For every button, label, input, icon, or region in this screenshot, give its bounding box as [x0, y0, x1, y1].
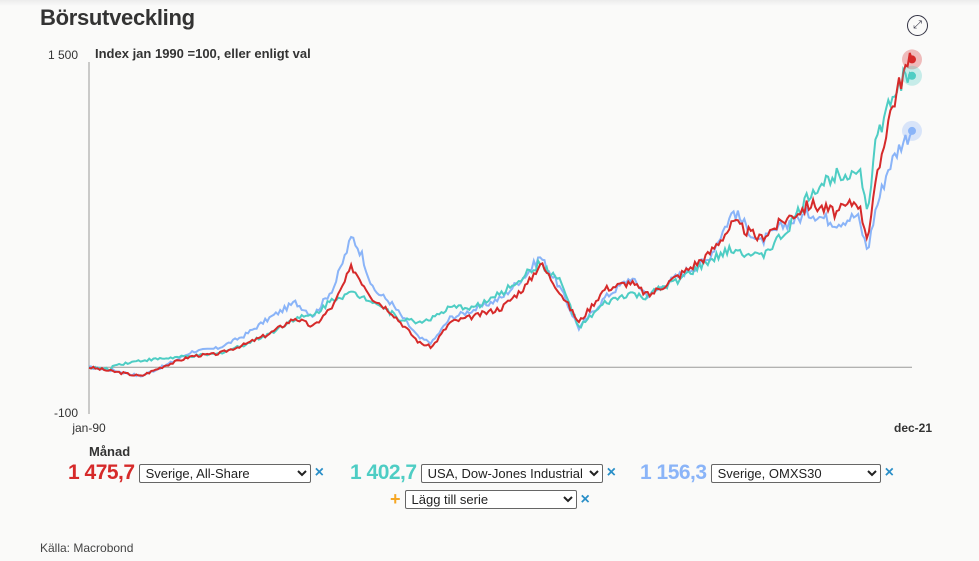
page-title: Börsutveckling	[40, 5, 195, 30]
series-line	[88, 130, 913, 378]
x-tick-label: dec-21	[894, 421, 932, 435]
last-point-marker[interactable]	[908, 55, 916, 64]
series-control-1: 1 475,7 Sverige, All-Share ×	[68, 461, 324, 485]
add-icon[interactable]: +	[390, 489, 401, 509]
series-line	[88, 65, 913, 372]
last-point-marker[interactable]	[908, 71, 916, 80]
series-select[interactable]: Sverige, OMXS30	[710, 463, 881, 483]
top-shadow	[0, 0, 979, 6]
remove-series-icon[interactable]: ×	[606, 464, 616, 481]
series-select[interactable]: USA, Dow-Jones Industrial	[420, 463, 603, 483]
series-value: 1 402,7	[350, 461, 417, 484]
x-axis-title: Månad	[89, 444, 131, 459]
y-tick-label: 1 500	[48, 48, 78, 62]
y-tick-label: -100	[54, 406, 78, 420]
line-chart: 1 500 -100 Index jan 1990 =100, eller en…	[48, 46, 932, 435]
remove-series-icon[interactable]: ×	[580, 490, 590, 508]
chart-subtitle: Index jan 1990 =100, eller enligt val	[95, 46, 311, 61]
series-line	[88, 52, 913, 377]
add-series-select[interactable]: Lägg till serie	[404, 490, 577, 509]
series-value: 1 156,3	[640, 461, 707, 484]
add-series-control: + Lägg till serie ×	[390, 489, 590, 510]
remove-series-icon[interactable]: ×	[884, 464, 894, 481]
x-tick-label: jan-90	[71, 421, 106, 435]
series-control-2: 1 402,7 USA, Dow-Jones Industrial ×	[350, 461, 616, 485]
series-control-3: 1 156,3 Sverige, OMXS30 ×	[640, 461, 894, 485]
last-point-marker[interactable]	[908, 126, 916, 135]
series-select[interactable]: Sverige, All-Share	[138, 463, 311, 483]
source-note: Källa: Macrobond	[40, 541, 134, 555]
series-value: 1 475,7	[68, 461, 135, 484]
expand-arrows-icon[interactable]: ⤢	[907, 15, 928, 36]
remove-series-icon[interactable]: ×	[314, 464, 324, 481]
